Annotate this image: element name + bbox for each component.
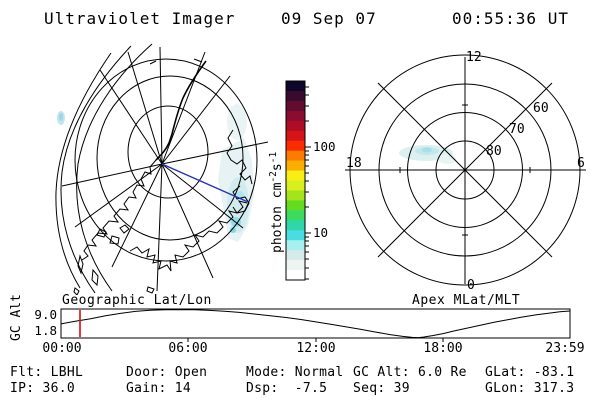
strip-xtick-1800: 18:00 <box>423 341 462 356</box>
status-mode: Mode: Normal <box>246 365 344 380</box>
strip-xtick-1200: 12:00 <box>296 341 335 356</box>
strip-xtick-2359: 23:59 <box>545 341 584 356</box>
status-glat: GLat: -83.1 <box>485 365 575 380</box>
polar-label-mlt18: 18 <box>346 156 362 171</box>
colorbar-tick-label-100: 100 <box>313 139 336 154</box>
map-caption: Geographic Lat/Lon <box>62 293 212 308</box>
map-coastlines <box>73 58 253 295</box>
polar-label-mlat70: 70 <box>509 122 525 137</box>
status-door: Door: Open <box>126 365 208 380</box>
gc-alt-curve <box>60 309 571 339</box>
polar-caption: Apex MLat/MLT <box>412 293 521 308</box>
polar-label-mlt0: 0 <box>467 278 475 293</box>
strip-xtick-0600: 06:00 <box>168 341 207 356</box>
apex-polar-panel: 12 18 6 0 60 70 80 <box>345 50 586 293</box>
status-gain: Gain: 14 <box>126 381 192 396</box>
status-glon: GLon: 317.3 <box>485 381 575 396</box>
polar-label-mlat80: 80 <box>486 144 502 159</box>
strip-ytick-bottom: 1.8 <box>34 323 57 338</box>
map-aurora-patches <box>57 104 254 242</box>
gc-alt-strip-chart: 9.0 1.8 GC Alt 00:00 06:00 12:00 18:00 2… <box>9 294 585 356</box>
colorbar: 100 10 photon cm-2s-1 <box>268 80 336 281</box>
geographic-map-panel <box>55 43 269 295</box>
polar-label-mlt6: 6 <box>577 156 585 171</box>
strip-chart-xticks <box>187 338 444 342</box>
strip-chart-frame <box>60 308 571 339</box>
strip-ylabel: GC Alt <box>9 294 24 341</box>
satellite-track-line <box>161 163 249 203</box>
polar-grid <box>345 54 586 286</box>
colorbar-tick-label-10: 10 <box>313 225 328 240</box>
polar-label-mlt12: 12 <box>466 50 482 65</box>
status-seq: Seq: 39 <box>353 381 410 396</box>
status-dsp: Dsp: -7.5 <box>246 381 328 396</box>
status-ip: IP: 36.0 <box>10 381 76 396</box>
strip-xtick-0000: 00:00 <box>42 341 81 356</box>
colorbar-unit-label: photon cm-2s-1 <box>268 152 285 253</box>
colorbar-bands <box>286 81 305 281</box>
time-label: 00:55:36 UT <box>452 9 569 28</box>
status-flt: Flt: LBHL <box>10 365 84 380</box>
date-label: 09 Sep 07 <box>281 9 377 28</box>
status-gc-alt: GC Alt: 6.0 Re <box>353 365 467 380</box>
polar-label-mlat60: 60 <box>533 101 549 116</box>
map-grid <box>55 43 269 294</box>
strip-ytick-top: 9.0 <box>34 307 57 322</box>
page-title: Ultraviolet Imager <box>44 9 236 28</box>
colorbar-ticks <box>305 86 311 280</box>
polar-aurora-patch <box>399 145 456 164</box>
